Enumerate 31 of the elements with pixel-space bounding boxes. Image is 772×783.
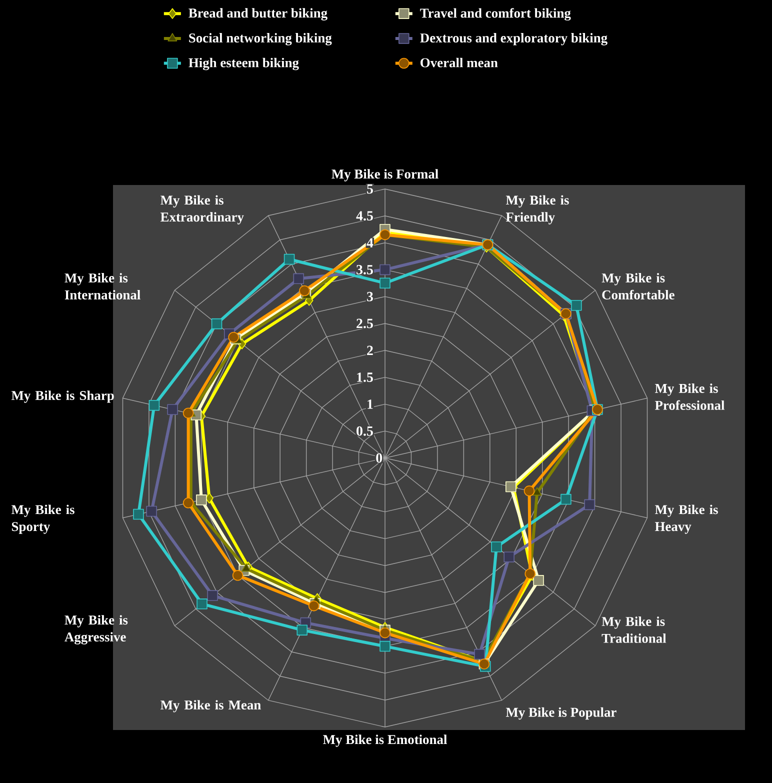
spoke-label: My Bike is Heavy bbox=[654, 504, 718, 534]
spoke-label: My Bike is Formal bbox=[332, 169, 438, 182]
spoke-label: My Bike is Friendly bbox=[506, 195, 569, 224]
spoke-label: My Bike is International bbox=[64, 273, 140, 300]
y-tick-label: 4.5 bbox=[356, 211, 373, 221]
y-tick-label: 3 bbox=[367, 292, 373, 302]
spoke-label: My Bike is Traditional bbox=[602, 616, 666, 643]
y-tick-label: 4 bbox=[366, 238, 374, 248]
y-tick-label: 5 bbox=[367, 184, 373, 194]
spoke-label: My Bike is Professional bbox=[654, 384, 724, 410]
spoke-label: My Bike is Aggressive bbox=[64, 615, 128, 644]
legend-label: Bread and butter biking bbox=[188, 8, 328, 20]
spoke-label: My Bike is Extraordinary bbox=[160, 195, 244, 224]
legend-label: Overall mean bbox=[420, 58, 498, 68]
legend-label: High esteem biking bbox=[188, 58, 299, 70]
spoke-label: My Bike is Popular bbox=[506, 707, 616, 720]
spoke-label: My Bike is Mean bbox=[160, 700, 261, 712]
spoke-label: My Bike is Emotional bbox=[323, 734, 447, 747]
spoke-label: My Bike is Sporty bbox=[11, 504, 74, 534]
y-tick-label: 2 bbox=[367, 346, 373, 356]
legend-label: Dextrous and exploratory biking bbox=[420, 33, 608, 46]
spoke-label: My Bike is Sharp bbox=[11, 390, 114, 403]
y-tick-label: 0 bbox=[376, 453, 382, 463]
legend-label: Travel and comfort biking bbox=[420, 8, 571, 21]
y-tick-label: 0.5 bbox=[356, 426, 373, 436]
y-tick-label: 2.5 bbox=[356, 318, 373, 328]
y-tick-label: 3.5 bbox=[356, 264, 373, 274]
legend-label: Social networking biking bbox=[189, 33, 332, 46]
spoke-label: My Bike is Comfortable bbox=[602, 273, 674, 300]
y-tick-label: 1.5 bbox=[357, 372, 373, 382]
y-tick-label: 1 bbox=[368, 400, 373, 409]
